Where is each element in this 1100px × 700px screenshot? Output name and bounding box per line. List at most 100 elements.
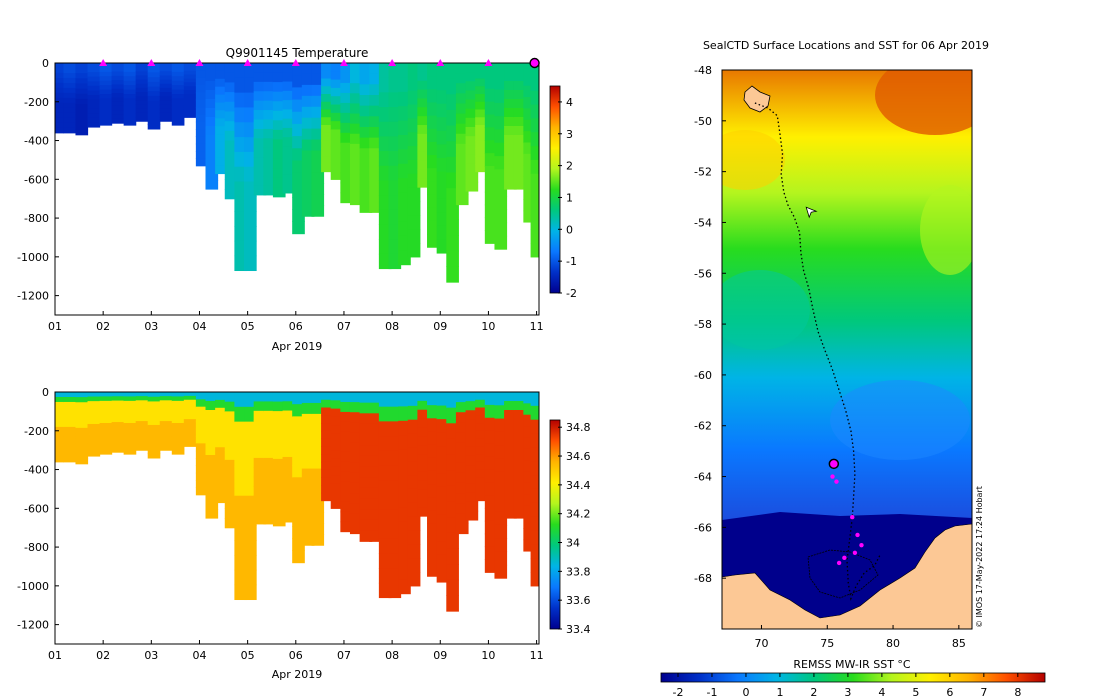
salinity-cell [123, 409, 137, 415]
salinity-cell [171, 396, 185, 402]
salinity-cell [272, 487, 286, 498]
salinity-cell [111, 404, 125, 410]
temperature-cell [99, 120, 113, 126]
salinity-cell [282, 475, 296, 486]
temperature-cell [195, 77, 209, 86]
profile-points [828, 458, 864, 566]
temperature-cell [55, 92, 65, 99]
salinity-cell [417, 409, 431, 420]
salinity-cell [99, 400, 113, 406]
salinity-cell [523, 505, 536, 518]
salinity-cell [147, 453, 161, 459]
temperature-cell [475, 78, 488, 87]
x-tick-label: 03 [144, 649, 158, 662]
salinity-cell [244, 569, 257, 586]
temperature-cell [55, 72, 65, 79]
temperature-cell [224, 189, 238, 200]
temperature-cell [504, 180, 517, 190]
temperature-cell [183, 113, 197, 118]
profile-point [852, 550, 858, 555]
temperature-cell [244, 225, 257, 242]
salinity-cell [436, 459, 450, 475]
salinity-cell [205, 401, 219, 411]
salinity-cell [359, 423, 373, 436]
temperature-cell [465, 126, 479, 137]
salinity-cell [465, 474, 479, 484]
salinity-cell [159, 421, 173, 426]
temperature-cell [205, 126, 219, 136]
salinity-cell [359, 509, 373, 521]
temperature-cell [465, 136, 479, 146]
temperature-cell [513, 63, 527, 73]
salinity-cell [321, 392, 334, 401]
temperature-cell [311, 172, 325, 184]
temperature-cell [378, 107, 392, 123]
y-tick-label: -800 [24, 541, 49, 554]
temperature-cell [455, 174, 469, 185]
salinity-cell [359, 392, 373, 404]
temperature-cell [349, 113, 363, 125]
salinity-cell [455, 493, 469, 504]
temperature-cell [292, 87, 305, 101]
salinity-cell [417, 392, 431, 402]
salinity-cell [369, 445, 382, 457]
salinity-cell [75, 458, 89, 465]
temperature-cell [234, 151, 248, 168]
temperature-cell [253, 166, 267, 177]
salinity-cell [407, 558, 421, 573]
temperature-cell [417, 133, 431, 144]
salinity-cell [195, 443, 209, 452]
temperature-cell [55, 122, 65, 129]
sst-patch [722, 270, 810, 350]
temperature-cell [388, 136, 402, 152]
temperature-cell [224, 159, 238, 171]
x-tick-label: 10 [481, 320, 495, 333]
temperature-cell [75, 93, 89, 100]
salinity-cell [359, 466, 373, 478]
temperature-cell [63, 127, 77, 134]
salinity-cell [321, 399, 334, 409]
salinity-cell [147, 434, 161, 440]
salinity-cell [159, 433, 173, 439]
temperature-cell [465, 99, 479, 110]
map-y-tick-label: -58 [694, 318, 712, 331]
salinity-cell [99, 396, 113, 402]
salinity-cell [407, 488, 421, 504]
temperature-cell [244, 107, 257, 123]
sst-colorbar-label: REMSS MW-IR SST °C [793, 658, 911, 671]
salinity-cell [205, 482, 219, 492]
temperature-cell [195, 158, 209, 167]
temperature-cell [311, 106, 325, 119]
temperature-cell [446, 63, 459, 80]
temperature-cell [244, 137, 257, 153]
temperature-cell [494, 235, 508, 250]
temperature-cell [99, 67, 113, 73]
temperature-cell [234, 255, 248, 272]
salinity-cell [475, 485, 488, 494]
temperature-cell [321, 70, 334, 80]
temperature-cell [311, 161, 325, 173]
salinity-cell [224, 479, 238, 490]
temperature-cell [398, 91, 411, 107]
salinity-cell [455, 452, 469, 464]
temperature-cell [282, 118, 296, 129]
salinity-cell [427, 444, 440, 459]
temperature-cell [263, 175, 276, 186]
temperature-cell [513, 135, 527, 145]
salinity-cell [407, 461, 421, 476]
salinity-cell [369, 509, 382, 521]
temperature-cell [484, 114, 498, 128]
salinity-cell [87, 433, 101, 439]
salinity-cell [523, 539, 536, 552]
temperature-cell [87, 72, 101, 78]
salinity-cell [111, 426, 125, 432]
temperature-cell [369, 116, 382, 128]
salinity-cell [455, 392, 469, 403]
temperature-cell [465, 81, 479, 92]
salinity-cell [253, 514, 267, 525]
temperature-cell [87, 94, 101, 101]
salinity-cell [224, 488, 238, 500]
temperature-cell [530, 173, 539, 189]
temperature-cell [99, 107, 113, 113]
salinity-cell [388, 406, 402, 422]
